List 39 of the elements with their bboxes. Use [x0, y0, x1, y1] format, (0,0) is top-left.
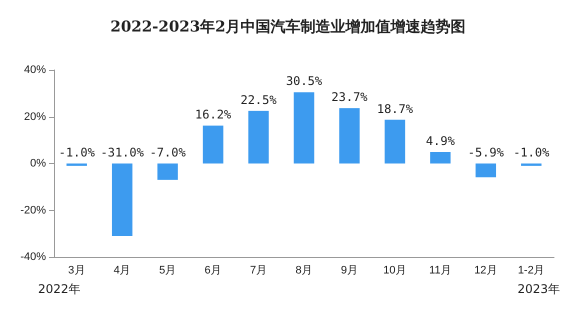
- x-tick-label: 3月: [68, 264, 86, 276]
- text: 2023年: [517, 282, 560, 296]
- x-tick-label: 12月: [474, 264, 498, 276]
- y-tick-label: 0%: [30, 158, 46, 170]
- y-tick-label: -20%: [20, 204, 46, 216]
- x-tick-label: 1-2月: [518, 264, 545, 276]
- y-tick-label: 20%: [24, 110, 46, 123]
- x-tick-label: 4月: [114, 264, 131, 276]
- x-tick-label: 7月: [250, 264, 268, 276]
- data-label: -31.0%: [100, 146, 145, 160]
- x-tick-label: 9月: [340, 264, 358, 276]
- bar: [384, 120, 406, 164]
- data-label: 22.5%: [240, 92, 278, 107]
- data-label: -1.0%: [58, 146, 96, 160]
- bar: [430, 152, 451, 164]
- bar: [339, 108, 360, 164]
- x-tick-label: 11月: [429, 264, 452, 276]
- x-tick-label: 5月: [159, 264, 176, 276]
- x-tick-label: 8月: [295, 264, 313, 276]
- data-label: -7.0%: [150, 146, 186, 160]
- data-label: -1.0%: [513, 146, 550, 160]
- bar: [248, 110, 269, 164]
- y-tick-label: -40%: [20, 251, 46, 263]
- chart-title: 2022-2023年2月中国汽车制造业增加值增速趋势图: [110, 18, 466, 36]
- data-label: 4.9%: [426, 134, 456, 148]
- data-label: 16.2%: [195, 108, 232, 122]
- bar: [294, 92, 314, 164]
- text: 2022年: [38, 282, 81, 296]
- data-label: 23.7%: [331, 90, 368, 104]
- data-label: 18.7%: [376, 102, 414, 116]
- bar: [476, 164, 496, 178]
- y-tick-label: 40%: [24, 64, 46, 76]
- data-label: 30.5%: [286, 74, 323, 88]
- bar: [202, 126, 224, 164]
- bar: [157, 164, 178, 180]
- data-label: -5.9%: [468, 146, 505, 160]
- x-tick-label: 6月: [204, 264, 222, 276]
- x-tick-label: 10月: [383, 264, 407, 276]
- bar: [112, 164, 132, 236]
